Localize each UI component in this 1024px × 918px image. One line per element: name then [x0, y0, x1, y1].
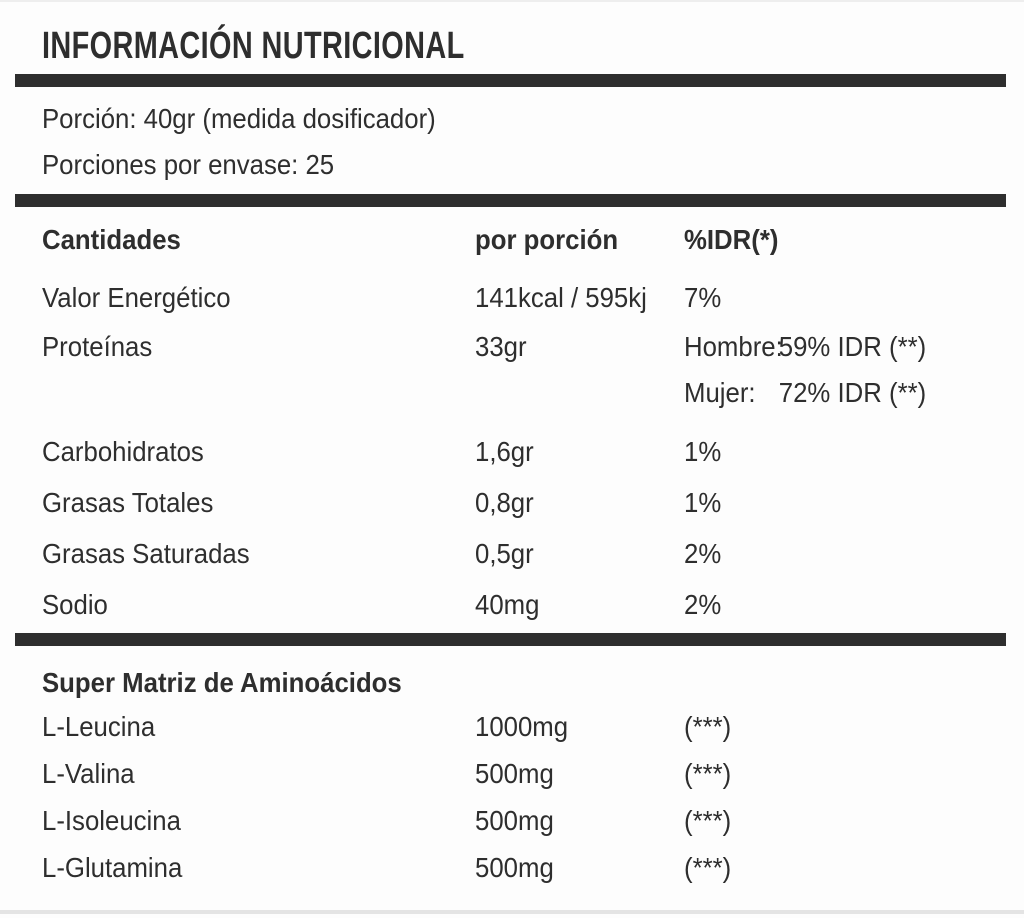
- amino-name: L-Isoleucina: [42, 805, 181, 836]
- table-row-sodio: Sodio 40mg 2%: [0, 579, 1024, 630]
- idr-mujer-text: Mujer: 72% IDR (**): [684, 370, 926, 416]
- per-portion-value: 40mg: [475, 589, 540, 620]
- col-header-per-portion-text: por porción: [475, 224, 619, 255]
- nutrient-name: Grasas Saturadas: [42, 538, 250, 569]
- divider-bar-top: [15, 74, 1006, 87]
- per-portion-value: 1,6gr: [475, 436, 534, 467]
- table-row-l-leucina: L-Leucina 1000mg (***): [0, 703, 1024, 750]
- table-row-grasas-totales: Grasas Totales 0,8gr 1%: [0, 477, 1024, 528]
- table-row-valor-energetico: Valor Energético 141kcal / 595kj 7%: [0, 272, 1024, 324]
- page-title: INFORMACIÓN NUTRICIONAL: [42, 26, 1024, 66]
- nutrient-name: Sodio: [42, 589, 108, 620]
- amino-name: L-Glutamina: [42, 852, 183, 883]
- per-portion-value: 0,8gr: [475, 487, 534, 518]
- idr-mujer-value: 72% IDR (**): [778, 377, 927, 408]
- idr-value: (***): [684, 758, 732, 789]
- idr-value: 1%: [684, 436, 722, 467]
- per-portion-value: 141kcal / 595kj: [475, 282, 647, 313]
- idr-value: 2%: [684, 589, 722, 620]
- idr-value: 2%: [684, 538, 722, 569]
- nutrient-name: Proteínas: [42, 331, 153, 362]
- col-header-idr-text: %IDR(*): [684, 224, 779, 255]
- amino-section-title: Super Matriz de Aminoácidos: [42, 663, 1024, 703]
- per-portion-value: 500mg: [475, 852, 554, 883]
- amino-name: L-Valina: [42, 758, 135, 789]
- per-portion-value: 500mg: [475, 805, 554, 836]
- top-edge-line: [0, 0, 1024, 2]
- col-header-quantities: Cantidades: [42, 220, 475, 260]
- idr-hombre-line: Hombre:59% IDR (**): [684, 324, 1024, 370]
- per-portion-value: 0,5gr: [475, 538, 534, 569]
- divider-bar-amino: [15, 633, 1006, 646]
- idr-value: (***): [684, 711, 732, 742]
- table-header-row: Cantidades por porción %IDR(*): [0, 220, 1024, 260]
- idr-value: (***): [684, 852, 732, 883]
- per-portion-value: 500mg: [475, 758, 554, 789]
- per-portion-value: 33gr: [475, 331, 527, 362]
- servings-per-container-line: Porciones por envase: 25: [42, 142, 1024, 188]
- col-header-idr: %IDR(*): [684, 220, 1024, 260]
- table-row-proteinas: Proteínas 33gr Hombre:59% IDR (**) Mujer…: [0, 324, 1024, 416]
- amino-name: L-Leucina: [42, 711, 156, 742]
- per-portion-value: 1000mg: [475, 711, 569, 742]
- amino-section-title-text: Super Matriz de Aminoácidos: [42, 667, 402, 698]
- table-row-l-valina: L-Valina 500mg (***): [0, 750, 1024, 797]
- nutrient-name: Grasas Totales: [42, 487, 214, 518]
- table-row-l-glutamina: L-Glutamina 500mg (***): [0, 844, 1024, 891]
- page-title-text: INFORMACIÓN NUTRICIONAL: [42, 25, 465, 67]
- idr-hombre-value: 59% IDR (**): [778, 331, 927, 362]
- servings-per-container-text: Porciones por envase: 25: [42, 149, 335, 180]
- nutrient-name: Valor Energético: [42, 282, 231, 313]
- idr-mujer-label: Mujer:: [684, 377, 756, 408]
- idr-value: 1%: [684, 487, 722, 518]
- idr-value: (***): [684, 805, 732, 836]
- table-row-l-isoleucina: L-Isoleucina 500mg (***): [0, 797, 1024, 844]
- col-header-per-portion: por porción: [475, 220, 684, 260]
- nutrient-name: Carbohidratos: [42, 436, 204, 467]
- idr-value: 7%: [684, 282, 722, 313]
- serving-info: Porción: 40gr (medida dosificador) Porci…: [42, 96, 1024, 188]
- idr-value-detailed: Hombre:59% IDR (**) Mujer: 72% IDR (**): [684, 324, 1024, 416]
- col-header-quantities-text: Cantidades: [42, 224, 181, 255]
- divider-bar-header: [15, 194, 1006, 207]
- serving-size-text: Porción: 40gr (medida dosificador): [42, 103, 436, 134]
- idr-hombre-text: Hombre:59% IDR (**): [684, 324, 926, 370]
- table-row-grasas-saturadas: Grasas Saturadas 0,5gr 2%: [0, 528, 1024, 579]
- serving-size-line: Porción: 40gr (medida dosificador): [42, 96, 1024, 142]
- table-row-carbohidratos: Carbohidratos 1,6gr 1%: [0, 426, 1024, 477]
- idr-mujer-line: Mujer: 72% IDR (**): [684, 370, 1024, 416]
- idr-hombre-label: Hombre:: [684, 331, 783, 362]
- bottom-edge-line: [0, 910, 1024, 914]
